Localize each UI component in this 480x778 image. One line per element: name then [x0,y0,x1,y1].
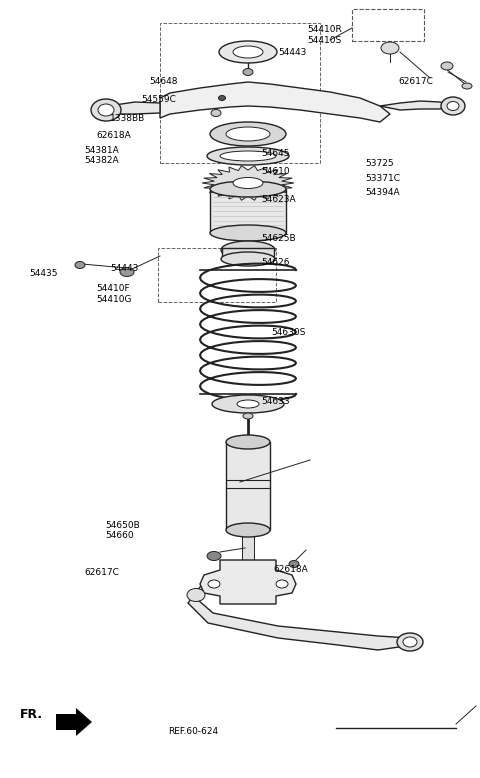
Ellipse shape [226,523,270,537]
Polygon shape [108,102,160,114]
Text: 54648: 54648 [149,77,177,86]
Ellipse shape [210,122,286,146]
Text: 54443: 54443 [110,264,139,273]
Ellipse shape [91,99,121,121]
Ellipse shape [98,104,114,116]
Ellipse shape [289,560,299,567]
Ellipse shape [441,97,465,115]
Ellipse shape [210,225,286,241]
Ellipse shape [207,552,221,560]
Ellipse shape [447,101,459,110]
Ellipse shape [221,241,275,259]
Text: 54410R
54410S: 54410R 54410S [307,26,342,44]
Ellipse shape [187,588,205,601]
Text: 54633: 54633 [262,397,290,406]
Text: 62618A: 62618A [274,565,308,574]
Text: 53371C: 53371C [365,173,400,183]
Text: 62617C: 62617C [398,77,433,86]
Ellipse shape [441,62,453,70]
Text: 54625B: 54625B [262,234,296,244]
Ellipse shape [120,268,134,276]
Polygon shape [188,583,410,650]
Text: 54645: 54645 [262,149,290,158]
Polygon shape [200,560,296,604]
Bar [158,248,276,302]
Text: 54559C: 54559C [142,95,177,104]
Ellipse shape [403,637,417,647]
Ellipse shape [462,83,472,89]
Text: REF.60-624: REF.60-624 [168,727,218,736]
Text: 54610: 54610 [262,167,290,177]
Text: 62617C: 62617C [84,568,119,577]
Ellipse shape [233,177,263,188]
Ellipse shape [233,46,263,58]
Text: 54435: 54435 [29,269,57,279]
Text: 54650B
54660: 54650B 54660 [106,521,140,540]
Ellipse shape [237,400,259,408]
Ellipse shape [243,413,253,419]
Polygon shape [56,708,92,736]
Ellipse shape [207,147,289,165]
Bar [352,9,424,41]
Text: FR.: FR. [20,708,43,720]
Text: 62618A: 62618A [96,131,131,140]
Bar [210,189,286,233]
Text: 53725: 53725 [365,159,394,168]
Ellipse shape [276,580,288,588]
Ellipse shape [221,252,275,266]
Bar [222,248,274,259]
Bar [226,442,270,530]
Text: 54623A: 54623A [262,195,296,205]
Text: 54443: 54443 [278,48,307,58]
Bar [242,525,254,563]
Ellipse shape [220,151,276,161]
Bar [160,23,320,163]
Ellipse shape [218,96,226,100]
Text: 54410F
54410G: 54410F 54410G [96,285,132,303]
Ellipse shape [219,41,277,63]
Text: 54381A
54382A: 54381A 54382A [84,146,119,165]
Text: 54394A: 54394A [365,188,399,198]
Ellipse shape [226,127,270,141]
Text: 1338BB: 1338BB [110,114,145,123]
Ellipse shape [397,633,423,651]
Polygon shape [202,166,294,200]
Text: 54626: 54626 [262,258,290,268]
Polygon shape [160,82,390,122]
Ellipse shape [208,580,220,588]
Ellipse shape [75,261,85,268]
Ellipse shape [211,110,221,117]
Ellipse shape [212,395,284,413]
Ellipse shape [226,435,270,449]
Text: 54630S: 54630S [271,328,306,338]
Ellipse shape [381,42,399,54]
Polygon shape [380,101,450,110]
Ellipse shape [243,68,253,75]
Ellipse shape [210,181,286,197]
